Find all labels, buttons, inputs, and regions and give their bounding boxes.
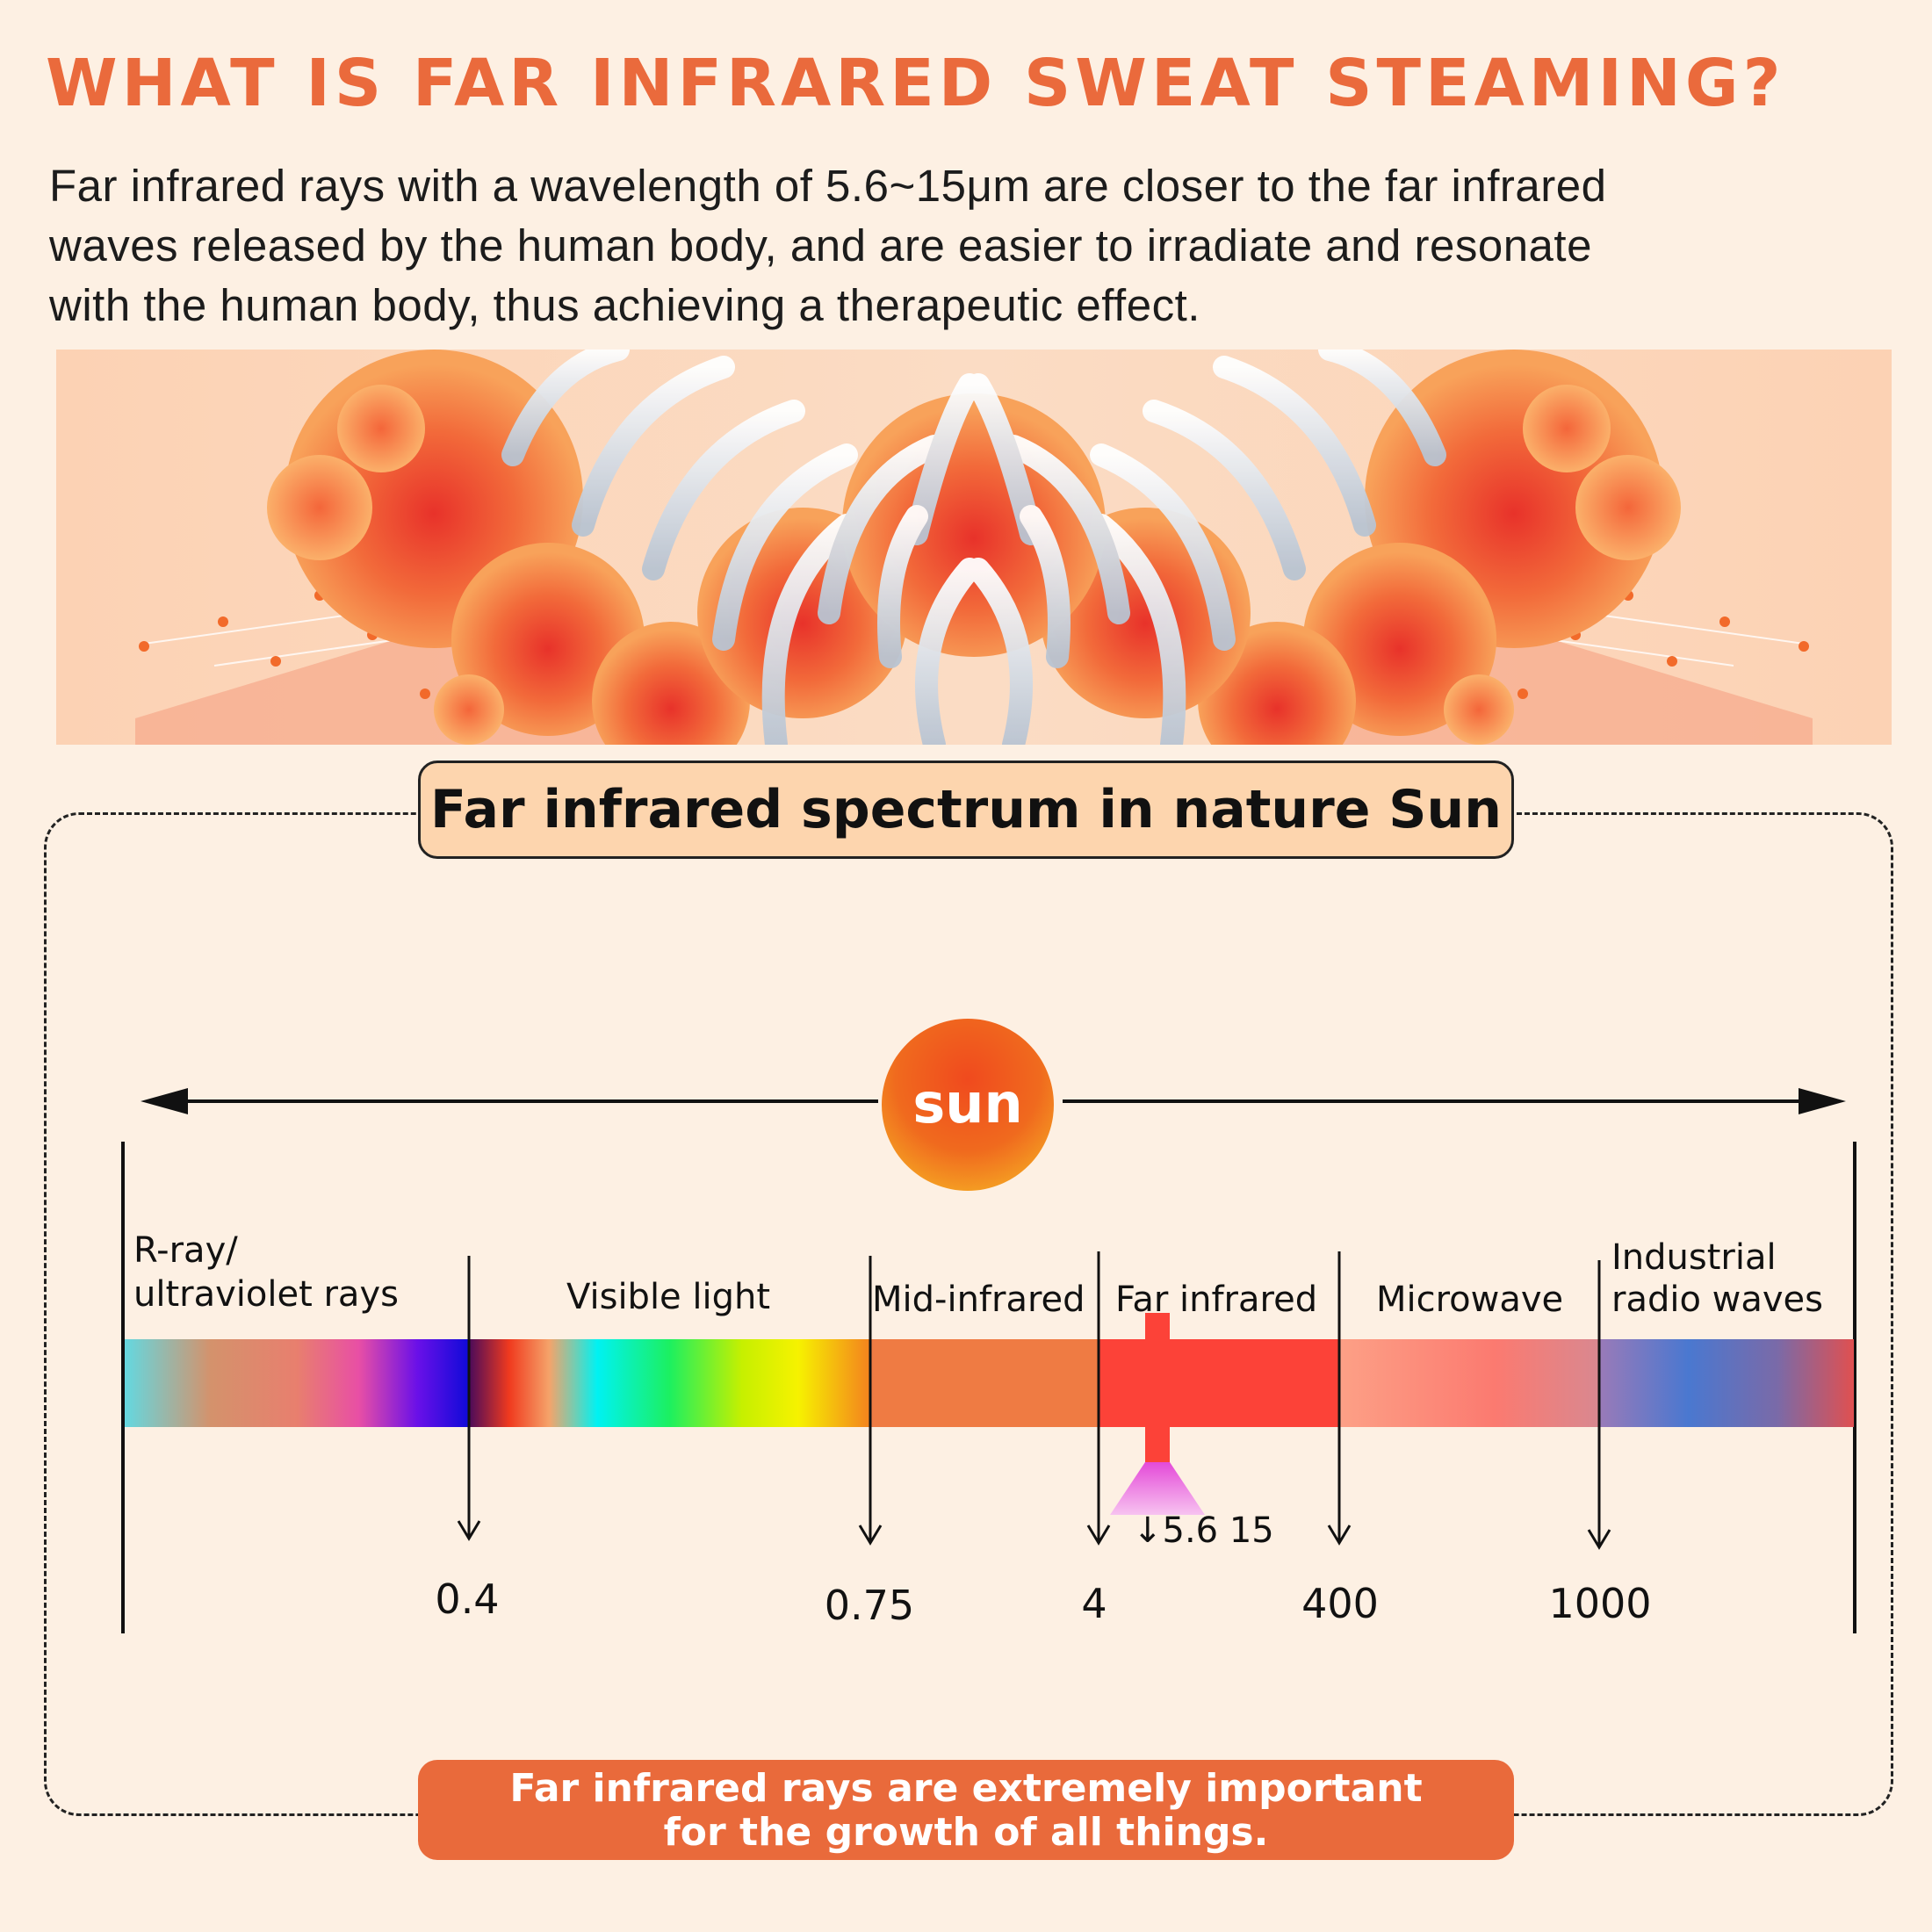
intro-line-2: waves released by the human body, and ar…: [49, 220, 1592, 270]
section-title: Far infrared spectrum in nature Sun: [418, 761, 1514, 859]
band-label-radio-2: radio waves: [1611, 1280, 1823, 1320]
footer-callout: Far infrared rays are extremely importan…: [418, 1760, 1514, 1860]
band-radio: [1599, 1339, 1854, 1427]
band-label-far-infrared: Far infrared: [1115, 1280, 1317, 1320]
intro-line-1: Far infrared rays with a wavelength of 5…: [49, 161, 1607, 211]
band-label-radio-1: Industrial: [1611, 1237, 1777, 1278]
band-microwave: [1339, 1339, 1599, 1427]
band-visible: [469, 1339, 870, 1427]
band-uv: [125, 1339, 469, 1427]
page-title: WHAT IS FAR INFRARED SWEAT STEAMING?: [46, 46, 1785, 121]
band-far-infrared: [1099, 1339, 1339, 1427]
band-label-uv-1: R-ray/: [133, 1230, 238, 1271]
footer-line-1: Far infrared rays are extremely importan…: [509, 1766, 1423, 1811]
band-label-uv-2: ultraviolet rays: [133, 1274, 399, 1315]
therapeutic-range-label: ↓5.6 15: [1133, 1510, 1274, 1551]
band-label-visible: Visible light: [566, 1277, 770, 1317]
intro-line-3: with the human body, thus achieving a th…: [49, 280, 1200, 330]
therapeutic-range-cone: [1110, 1462, 1205, 1515]
tick-value-400: 400: [1301, 1580, 1379, 1627]
footer-line-2: for the growth of all things.: [663, 1810, 1269, 1855]
infrared-illustration: [56, 350, 1892, 745]
arrow-right-head: [1799, 1088, 1846, 1114]
sun-icon: [882, 1019, 1054, 1191]
band-label-mid-infrared: Mid-infrared: [872, 1280, 1085, 1320]
arrow-left-head: [141, 1088, 188, 1114]
intro-paragraph: Far infrared rays with a wavelength of 5…: [49, 156, 1876, 335]
tick-value-0-4: 0.4: [435, 1575, 499, 1623]
therapeutic-range-marker: [1145, 1313, 1170, 1462]
sun-label: sun: [912, 1071, 1022, 1135]
band-label-microwave: Microwave: [1376, 1280, 1563, 1320]
band-mid-infrared: [870, 1339, 1099, 1427]
tick-value-1000: 1000: [1548, 1580, 1651, 1627]
tick-value-4: 4: [1081, 1580, 1107, 1627]
tick-value-0-75: 0.75: [825, 1582, 914, 1629]
spectrum-diagram: sun R-ray/ ultraviolet rays Visible ligh…: [121, 1019, 1856, 1633]
